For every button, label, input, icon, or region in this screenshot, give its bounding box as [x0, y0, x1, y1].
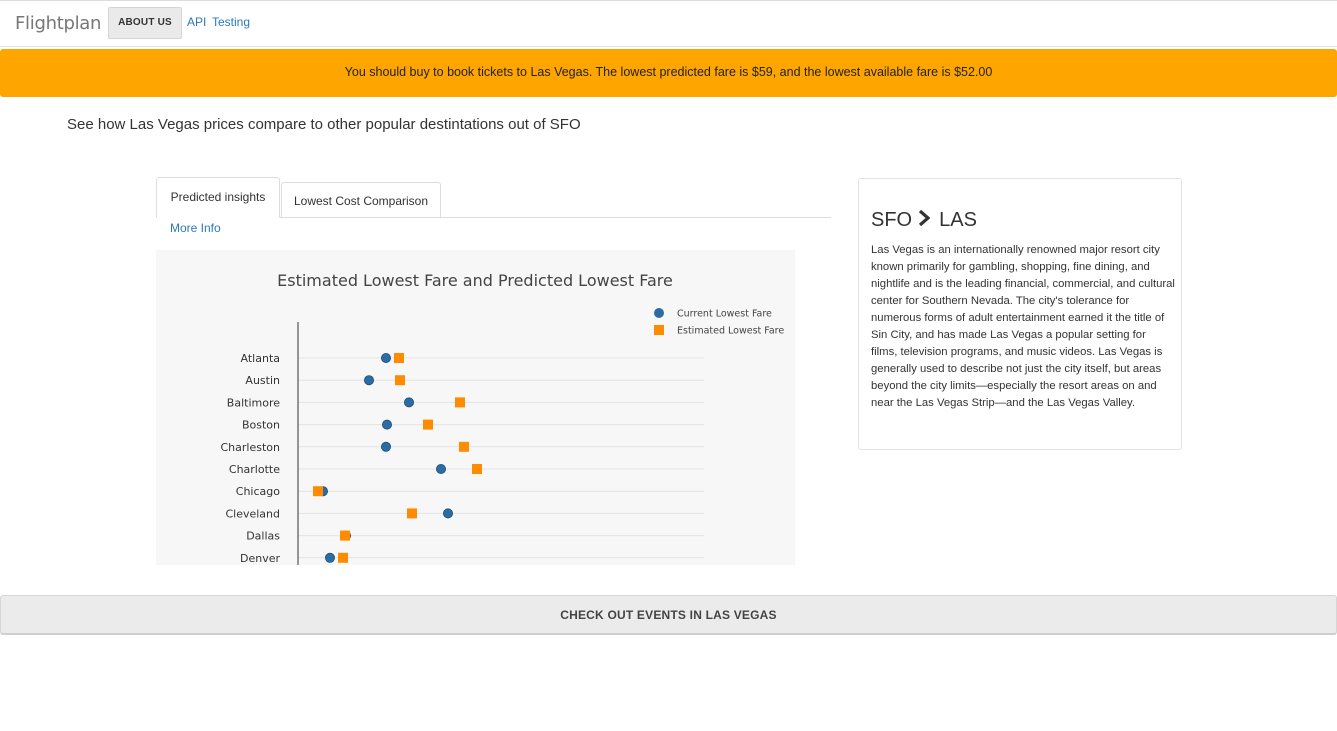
category-label: Atlanta	[241, 352, 280, 365]
current-fare-point	[381, 419, 392, 430]
legend-label: Estimated Lowest Fare	[677, 326, 784, 337]
estimated-fare-point	[340, 530, 350, 541]
more-info-link[interactable]: More Info	[170, 221, 221, 235]
current-fare-point	[435, 463, 446, 474]
legend-label: Current Lowest Fare	[677, 309, 772, 320]
chart-svg: Estimated Lowest Fare and Predicted Lowe…	[221, 271, 784, 565]
testing-link[interactable]: Testing	[212, 15, 251, 29]
destination-code: LAS	[939, 209, 977, 231]
category-label: Cleveland	[225, 507, 280, 520]
chart-title: Estimated Lowest Fare and Predicted Lowe…	[277, 271, 673, 290]
origin-code: SFO	[871, 209, 913, 231]
estimated-fare-point	[338, 552, 348, 563]
tab-predicted-insights[interactable]: Predicted insights	[156, 177, 280, 218]
category-label: Charleston	[221, 441, 281, 454]
estimated-fare-point	[313, 486, 323, 497]
current-fare-point	[403, 397, 414, 408]
current-fare-point	[380, 441, 391, 452]
estimated-fare-point	[455, 397, 465, 408]
legend-marker-estimated	[654, 325, 664, 335]
tabs-divider	[156, 217, 831, 218]
about-us-button[interactable]: ABOUT US	[108, 7, 182, 39]
category-label: Denver	[240, 552, 280, 565]
current-fare-point	[324, 552, 335, 563]
brand-logo[interactable]: Flightplan	[15, 13, 102, 34]
category-label: Baltimore	[227, 396, 280, 409]
check-out-events-button[interactable]: CHECK OUT EVENTS IN LAS VEGAS	[0, 595, 1337, 635]
current-fare-point	[442, 508, 453, 519]
tab-lowest-cost-comparison[interactable]: Lowest Cost Comparison	[281, 182, 441, 218]
category-label: Chicago	[236, 485, 280, 498]
estimated-fare-point	[423, 419, 433, 430]
current-fare-point	[380, 353, 391, 364]
api-link[interactable]: API	[187, 15, 207, 29]
category-label: Austin	[245, 374, 280, 387]
top-navbar: Flightplan ABOUT US API Testing	[0, 0, 1337, 47]
category-label: Charlotte	[229, 463, 280, 476]
category-label: Boston	[242, 419, 280, 432]
estimated-fare-point	[472, 464, 482, 474]
recommendation-banner: You should buy to book tickets to Las Ve…	[0, 49, 1337, 97]
chevron-right-icon	[918, 209, 931, 232]
legend-marker-current	[654, 308, 664, 318]
current-fare-point	[363, 375, 374, 386]
estimated-fare-point	[407, 508, 417, 519]
destination-info-card: SFO LAS Las Vegas is an internationally …	[858, 178, 1182, 450]
route-title: SFO LAS	[871, 209, 977, 232]
fare-comparison-chart: Estimated Lowest Fare and Predicted Lowe…	[156, 250, 795, 565]
estimated-fare-point	[459, 441, 469, 452]
destination-description: Las Vegas is an internationally renowned…	[871, 244, 1175, 409]
estimated-fare-point	[395, 375, 405, 386]
estimated-fare-point	[394, 353, 404, 363]
comparison-subtitle: See how Las Vegas prices compare to othe…	[67, 116, 581, 133]
category-label: Dallas	[246, 530, 280, 543]
